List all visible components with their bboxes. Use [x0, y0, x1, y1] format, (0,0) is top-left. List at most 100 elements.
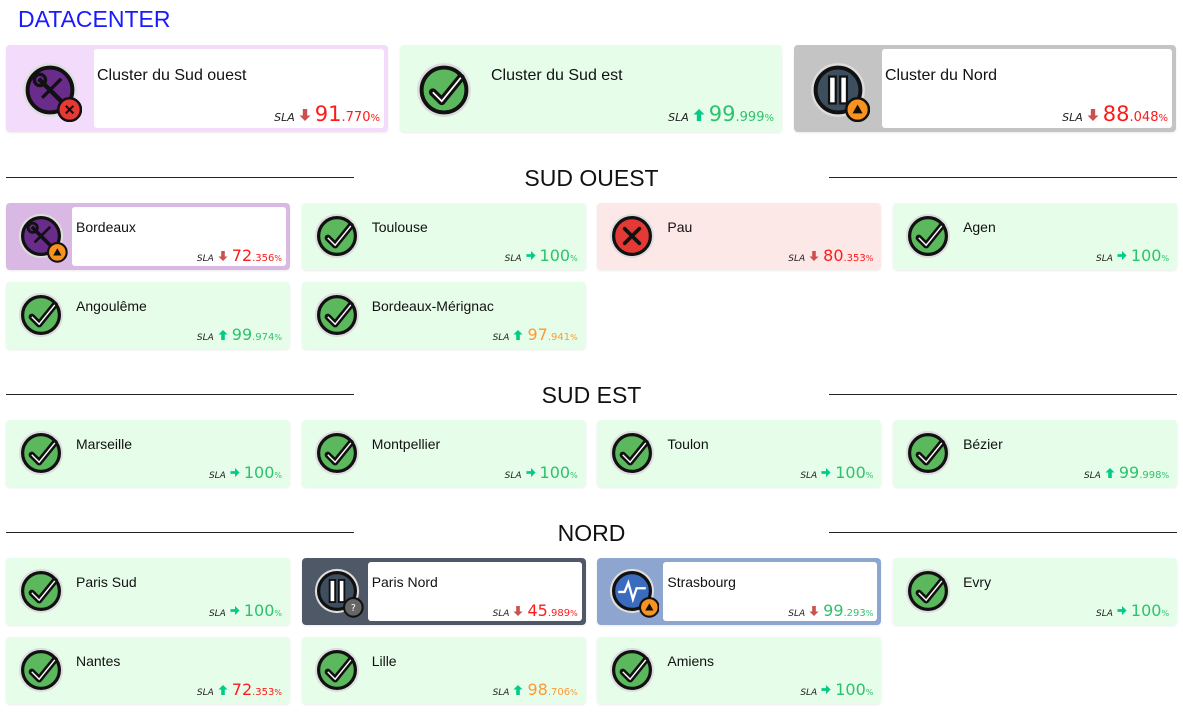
check-icon	[609, 647, 655, 693]
sla-value: SLA 100%	[1096, 246, 1170, 265]
sla-label: SLA	[1083, 471, 1101, 481]
sla-value: SLA 100%	[1096, 601, 1170, 620]
sla-label: SLA	[492, 688, 510, 698]
status-tile[interactable]: Bordeaux SLA 72.356%	[6, 203, 290, 270]
tile-name: Cluster du Nord	[885, 67, 998, 84]
status-tile[interactable]: Montpellier SLA 100%	[301, 420, 586, 487]
status-tile[interactable]: Bézier SLA 99.998%	[893, 420, 1178, 487]
tile-name: Agen	[963, 219, 996, 235]
warning-badge-icon	[638, 597, 660, 618]
sla-label: SLA	[800, 471, 818, 481]
sla-value: SLA 100%	[208, 601, 282, 620]
status-tile[interactable]: Cluster du Sud ouest SLA 91.770%	[6, 45, 388, 132]
arrow-up-icon	[513, 685, 523, 695]
sla-value: SLA 97.941%	[492, 325, 578, 344]
tile-name: Montpellier	[371, 436, 441, 452]
status-tile[interactable]: Agen SLA 100%	[893, 203, 1178, 270]
check-icon	[905, 430, 951, 476]
arrow-down-icon	[513, 606, 523, 616]
tile-name: Marseille	[76, 436, 133, 452]
sla-value: SLA 100%	[800, 680, 874, 699]
arrow-down-icon	[809, 251, 819, 261]
check-icon	[416, 62, 472, 118]
check-icon	[18, 647, 64, 693]
x-icon	[609, 213, 655, 259]
status-tile[interactable]: ? Paris Nord SLA 45.989%	[301, 558, 586, 625]
tile-name: Evry	[963, 574, 992, 590]
arrow-right-icon	[1117, 606, 1127, 616]
tile-name: Cluster du Sud est	[491, 67, 623, 84]
section-title: SUD EST	[541, 382, 642, 408]
arrow-up-icon	[513, 330, 523, 340]
divider	[6, 177, 354, 178]
sla-label: SLA	[492, 333, 510, 343]
status-tile[interactable]: Cluster du Nord SLA 88.048%	[794, 45, 1176, 132]
sla-label: SLA	[504, 254, 522, 264]
status-tile[interactable]: Toulouse SLA 100%	[301, 203, 586, 270]
status-tile[interactable]: Marseille SLA 100%	[6, 420, 290, 487]
arrow-right-icon	[821, 685, 831, 695]
section-title: SUD OUEST	[524, 165, 659, 191]
section-title: NORD	[557, 520, 626, 546]
sla-value: SLA 99.998%	[1083, 463, 1170, 482]
tile-name: Paris Sud	[76, 574, 137, 590]
tile-name: Strasbourg	[667, 574, 736, 590]
status-tile[interactable]: Bordeaux-Mérignac SLA 97.941%	[301, 282, 586, 349]
status-tile[interactable]: Pau SLA 80.353%	[597, 203, 882, 270]
status-tile[interactable]: Toulon SLA 100%	[597, 420, 882, 487]
status-tile[interactable]: Nantes SLA 72.353%	[6, 637, 290, 704]
sla-label: SLA	[208, 471, 226, 481]
tile-name: Toulon	[667, 436, 709, 452]
pulse-icon	[609, 568, 660, 618]
divider	[6, 394, 354, 395]
divider	[6, 532, 354, 533]
sla-label: SLA	[788, 254, 806, 264]
sla-label: SLA	[1096, 254, 1113, 264]
section: SUD OUEST Bordeaux SLA 72.356% Toulouse …	[6, 165, 1178, 349]
sla-label: SLA	[668, 111, 689, 124]
check-icon	[905, 568, 951, 614]
check-icon	[609, 430, 655, 476]
arrow-right-icon	[525, 251, 536, 261]
cluster-row: Cluster du Sud ouest SLA 91.770% Cluster…	[6, 45, 1176, 132]
arrow-right-icon	[230, 468, 240, 478]
wrench-screwdriver-icon	[22, 62, 82, 122]
warning-badge-icon	[47, 242, 68, 263]
tile-name: Bordeaux-Mérignac	[371, 298, 494, 314]
status-tile[interactable]: Cluster du Sud est SLA 99.999%	[400, 45, 782, 132]
status-tile[interactable]: Paris Sud SLA 100%	[6, 558, 290, 625]
sla-label: SLA	[208, 609, 226, 619]
wrench-screwdriver-icon	[18, 213, 68, 263]
check-icon	[18, 430, 64, 476]
tile-name: Toulouse	[371, 219, 428, 235]
sla-value: SLA 72.353%	[196, 680, 282, 699]
arrow-right-icon	[821, 468, 831, 478]
sla-value: SLA 100%	[800, 463, 874, 482]
arrow-down-icon	[809, 606, 819, 616]
divider	[829, 532, 1177, 533]
pause-icon: ?	[314, 568, 364, 618]
arrow-right-icon	[230, 606, 240, 616]
sla-value: SLA 99.293%	[788, 601, 874, 620]
check-icon	[314, 647, 360, 693]
status-tile[interactable]: Amiens SLA 100%	[597, 637, 882, 704]
sla-label: SLA	[492, 609, 510, 619]
arrow-down-icon	[218, 251, 228, 261]
sla-value: SLA 72.356%	[196, 246, 282, 265]
status-tile[interactable]: Strasbourg SLA 99.293%	[597, 558, 882, 625]
divider	[829, 394, 1177, 395]
status-tile[interactable]: Angoulême SLA 99.974%	[6, 282, 290, 349]
status-tile[interactable]: Evry SLA 100%	[893, 558, 1178, 625]
check-icon	[905, 213, 951, 259]
sla-value: SLA 45.989%	[492, 601, 578, 620]
tile-name: Pau	[667, 219, 693, 235]
sla-label: SLA	[788, 609, 806, 619]
tile-name: Bézier	[963, 436, 1003, 452]
status-tile[interactable]: Lille SLA 98.706%	[301, 637, 586, 704]
arrow-right-icon	[525, 468, 536, 478]
check-icon	[18, 568, 64, 614]
tile-name: Amiens	[667, 653, 715, 669]
arrow-up-icon	[218, 330, 228, 340]
sla-label: SLA	[800, 688, 818, 698]
sla-label: SLA	[274, 111, 295, 124]
